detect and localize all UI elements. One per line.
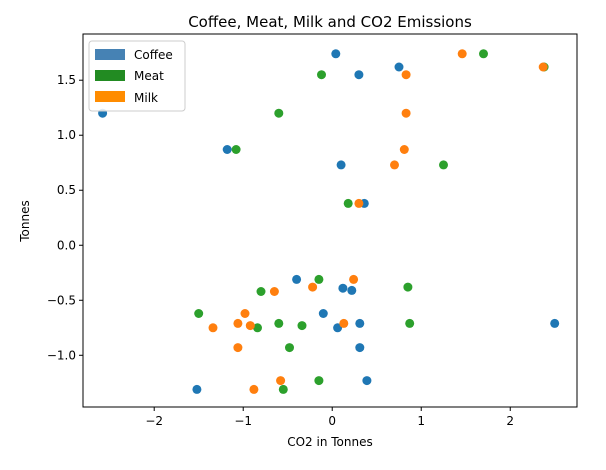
point-meat xyxy=(231,145,241,154)
x-axis-ticks: −2 −1 0 1 2 xyxy=(145,407,514,428)
point-meat xyxy=(343,198,353,208)
point-milk xyxy=(269,287,279,296)
point-meat xyxy=(297,321,307,331)
point-milk xyxy=(339,318,349,328)
legend: Coffee Meat Milk xyxy=(88,40,186,112)
point-milk xyxy=(245,321,255,331)
y-tick-label: 0.0 xyxy=(57,238,76,252)
point-coffee xyxy=(550,318,560,328)
y-tick-label: 1.0 xyxy=(57,128,76,142)
x-tick-label: 1 xyxy=(417,414,425,428)
x-tick-label: −1 xyxy=(234,414,252,428)
point-meat xyxy=(405,318,415,328)
point-coffee xyxy=(338,283,348,293)
point-milk xyxy=(401,108,411,118)
point-coffee xyxy=(331,49,341,59)
point-coffee xyxy=(354,70,364,80)
point-coffee xyxy=(362,376,372,386)
point-meat xyxy=(317,70,326,80)
point-milk xyxy=(233,318,243,328)
point-milk xyxy=(240,309,250,318)
point-meat xyxy=(278,384,288,394)
point-coffee xyxy=(355,343,365,353)
point-coffee xyxy=(394,62,404,72)
point-meat xyxy=(479,49,488,59)
chart-title: Coffee, Meat, Milk and CO2 Emissions xyxy=(188,13,472,31)
point-milk xyxy=(538,62,548,72)
point-coffee xyxy=(318,309,328,318)
legend-swatch-meat xyxy=(95,70,125,81)
point-milk xyxy=(354,198,364,208)
point-milk xyxy=(401,70,411,80)
point-coffee xyxy=(355,318,365,328)
point-milk xyxy=(308,282,318,292)
x-axis-label: CO2 in Tonnes xyxy=(287,435,373,449)
point-milk xyxy=(208,323,218,333)
point-milk xyxy=(233,343,243,353)
point-meat xyxy=(274,108,284,118)
point-meat xyxy=(285,343,294,353)
y-axis-ticks: −1.0 −0.5 0.0 0.5 1.0 1.5 xyxy=(47,73,83,362)
y-tick-label: −0.5 xyxy=(47,293,76,307)
y-tick-label: −1.0 xyxy=(47,348,76,362)
point-coffee xyxy=(222,145,232,154)
legend-label-milk: Milk xyxy=(134,91,158,105)
point-meat xyxy=(403,282,413,292)
legend-label-coffee: Coffee xyxy=(134,48,173,62)
point-milk xyxy=(399,145,409,154)
data-points xyxy=(98,49,560,394)
point-coffee xyxy=(336,160,346,170)
point-meat xyxy=(274,318,284,328)
point-milk xyxy=(276,376,286,386)
point-coffee xyxy=(192,384,202,394)
plot-area-frame xyxy=(82,33,578,408)
point-meat xyxy=(439,160,448,170)
point-milk xyxy=(457,49,467,59)
point-meat xyxy=(194,309,204,318)
y-tick-label: 0.5 xyxy=(57,183,76,197)
y-axis-label: Tonnes xyxy=(18,200,32,242)
point-milk xyxy=(390,160,399,170)
x-tick-label: −2 xyxy=(145,414,163,428)
x-tick-label: 2 xyxy=(506,414,514,428)
x-tick-label: 0 xyxy=(328,414,336,428)
legend-swatch-coffee xyxy=(95,49,125,60)
point-meat xyxy=(256,287,266,296)
legend-swatch-milk xyxy=(95,91,125,102)
point-coffee xyxy=(347,285,357,295)
point-meat xyxy=(314,274,324,284)
point-milk xyxy=(249,384,259,394)
point-milk xyxy=(349,274,359,284)
point-meat xyxy=(253,323,262,333)
point-meat xyxy=(314,376,324,386)
y-tick-label: 1.5 xyxy=(57,73,76,87)
point-coffee xyxy=(292,274,302,284)
legend-label-meat: Meat xyxy=(134,69,164,83)
